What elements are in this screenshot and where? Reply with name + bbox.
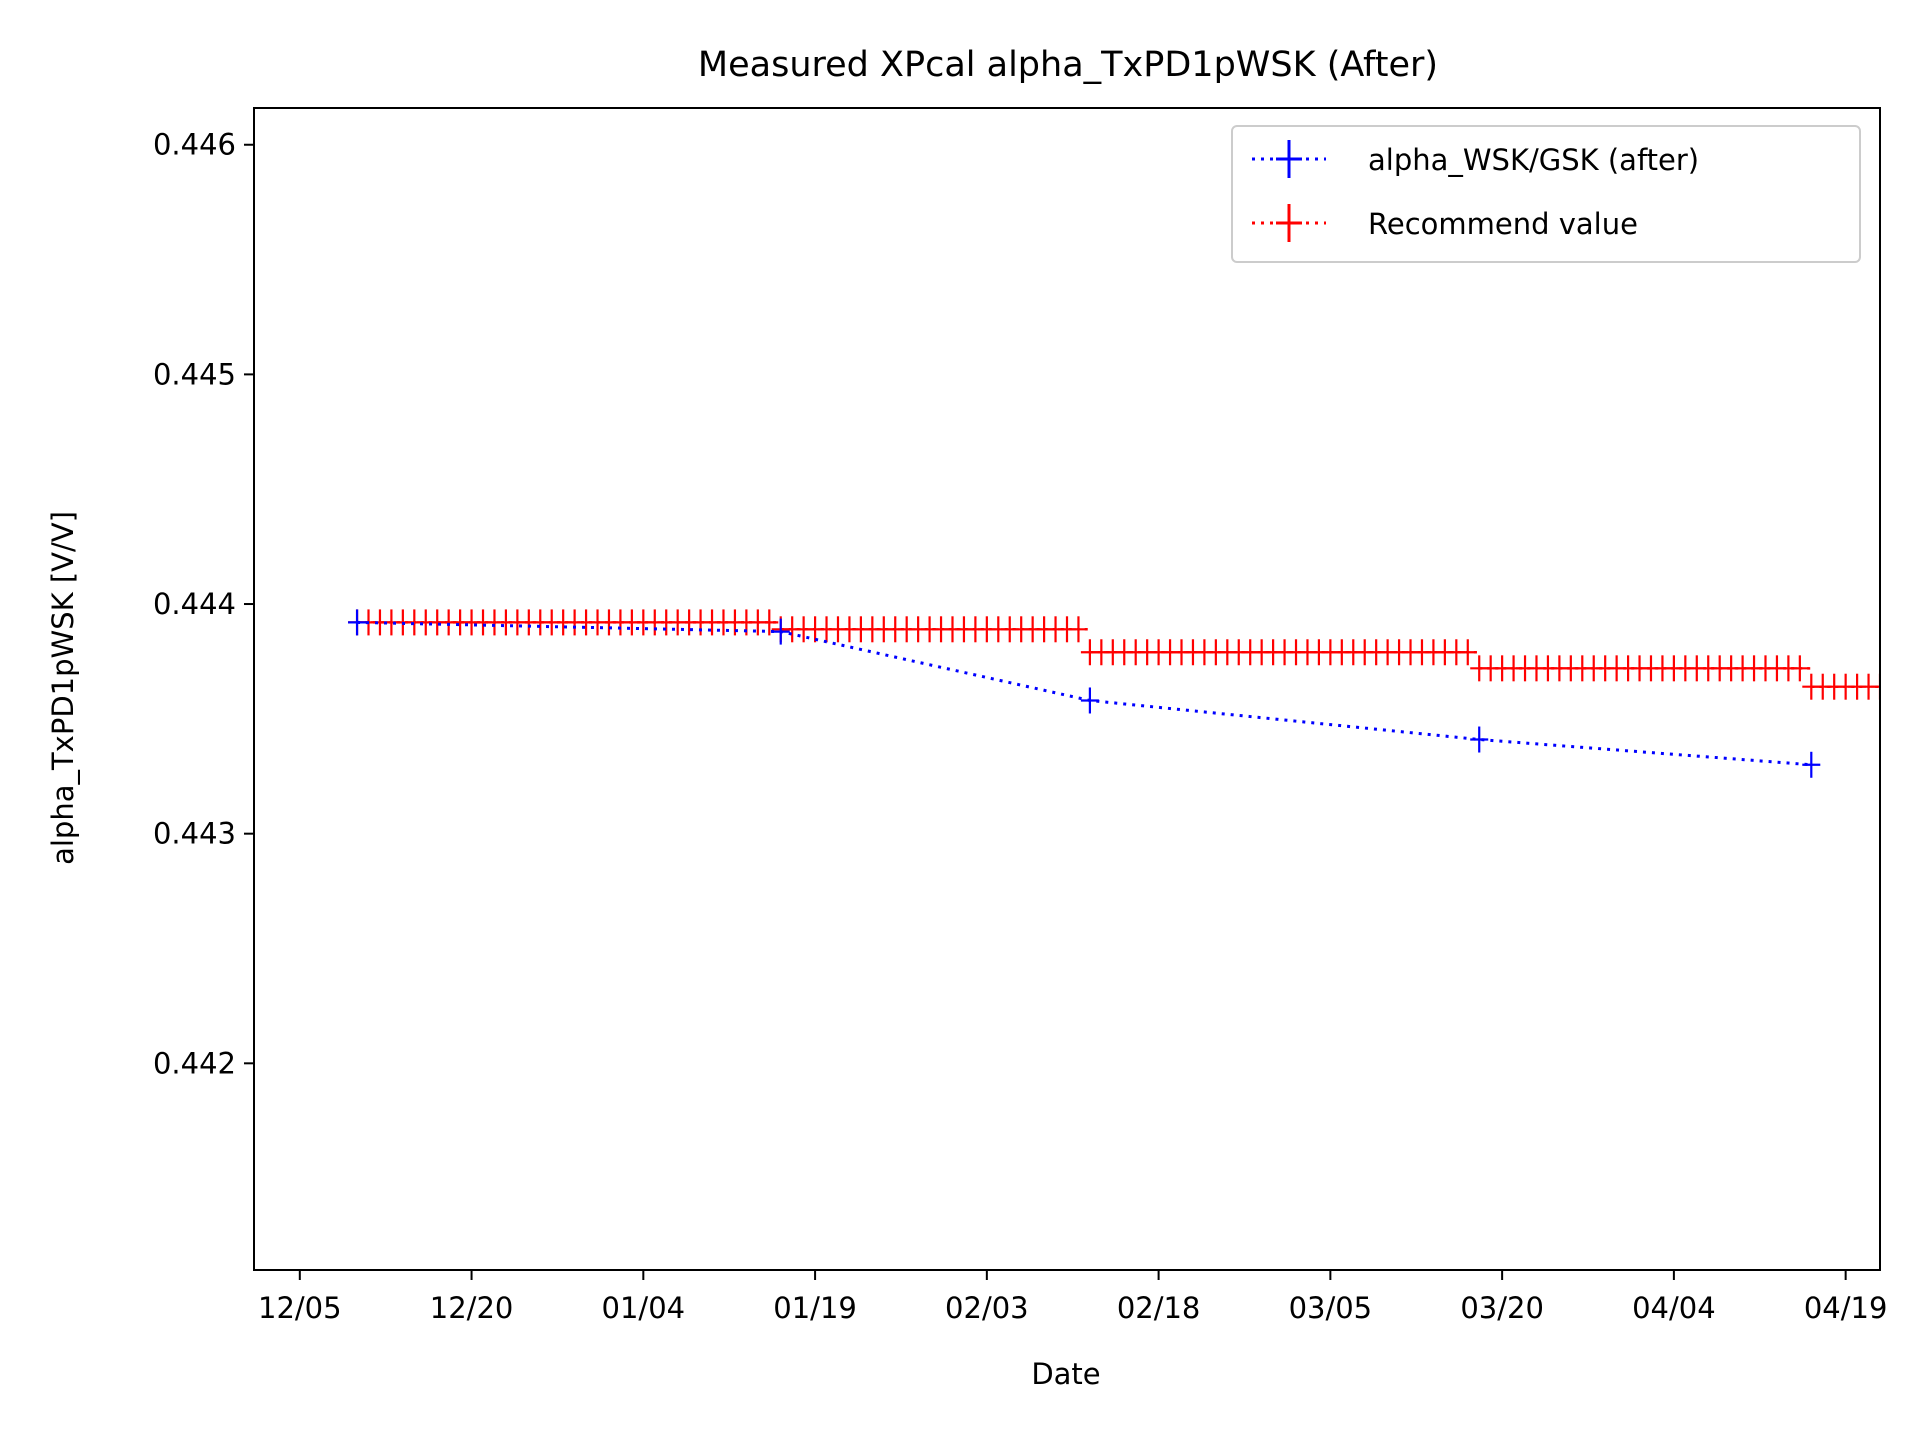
measured-point — [771, 618, 790, 645]
x-tick-label: 01/04 — [602, 1291, 686, 1325]
chart-title: Measured XPcal alpha_TxPD1pWSK (After) — [698, 45, 1438, 85]
y-axis-title: alpha_TxPD1pWSK [V/V] — [46, 511, 80, 865]
legend-label-alpha-wsk-gsk: alpha_WSK/GSK (after) — [1368, 143, 1699, 177]
measured-point — [1470, 726, 1489, 753]
y-tick-label: 0.442 — [153, 1046, 236, 1080]
x-tick-label: 04/19 — [1804, 1291, 1888, 1325]
plot-series-layer — [348, 609, 1880, 778]
x-tick-label: 02/18 — [1117, 1291, 1201, 1325]
y-tick-label: 0.444 — [153, 587, 236, 621]
x-axis-ticks: 12/05 12/20 01/04 01/19 02/03 02/18 03/05 03/20… — [258, 1270, 1887, 1325]
measured-point — [1802, 751, 1821, 778]
x-axis-title: Date — [1031, 1357, 1100, 1391]
x-tick-label: 04/04 — [1632, 1291, 1716, 1325]
plot-frame — [253, 107, 1881, 1271]
legend: alpha_WSK/GSK (after) Recommend value — [1231, 125, 1861, 263]
recommend-marker — [1871, 673, 1880, 700]
recommend-marker — [1458, 639, 1477, 666]
recommend-marker — [1790, 655, 1809, 682]
measured-point — [1080, 687, 1099, 714]
y-tick-label: 0.445 — [153, 357, 236, 391]
y-tick-label: 0.443 — [153, 817, 236, 851]
x-tick-label: 03/20 — [1460, 1291, 1544, 1325]
recommend-marker — [1069, 616, 1088, 643]
x-tick-label: 01/19 — [773, 1291, 857, 1325]
y-tick-label: 0.446 — [153, 128, 236, 162]
legend-key-alpha-wsk-gsk — [1252, 140, 1326, 178]
legend-key-recommend-value — [1252, 204, 1326, 242]
y-axis-ticks: 0.442 0.443 0.444 0.445 0.446 — [153, 128, 254, 1080]
legend-box — [1231, 125, 1861, 263]
x-tick-label: 12/20 — [430, 1291, 514, 1325]
x-tick-label: 12/05 — [258, 1291, 342, 1325]
x-tick-label: 02/03 — [945, 1291, 1029, 1325]
recommend-marker — [760, 609, 779, 636]
measured-point — [348, 609, 367, 636]
legend-label-recommend-value: Recommend value — [1368, 207, 1638, 241]
x-tick-label: 03/05 — [1289, 1291, 1373, 1325]
